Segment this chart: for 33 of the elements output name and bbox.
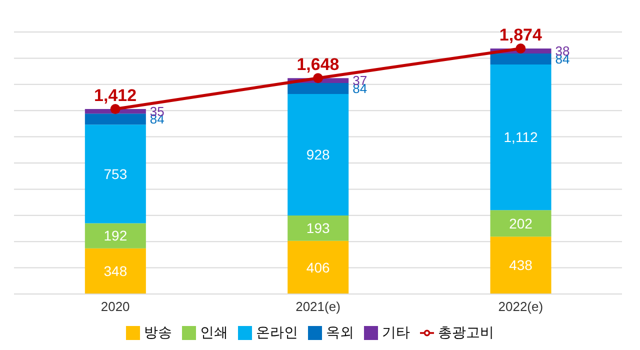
- bar: [490, 236, 552, 294]
- data-label: 1,112: [504, 129, 538, 146]
- x-tick-label: 2021(e): [296, 299, 340, 314]
- data-label: 192: [104, 228, 128, 244]
- bar: [490, 210, 552, 237]
- bar: [288, 82, 349, 94]
- data-label: 348: [104, 263, 128, 280]
- legend-label: 기타: [382, 324, 410, 340]
- x-tick-label: 2022(e): [498, 299, 544, 314]
- data-label: 438: [509, 257, 533, 274]
- legend-label: 총광고비: [438, 324, 494, 340]
- legend-label: 옥외: [326, 324, 354, 340]
- bar: [84, 124, 146, 224]
- data-label: 928: [306, 146, 330, 163]
- bar: [288, 240, 349, 294]
- bar: [84, 248, 146, 294]
- legend-label: 인쇄: [200, 324, 228, 340]
- x-tick-label: 2020: [100, 299, 130, 314]
- bar: [490, 64, 552, 210]
- bar: [288, 216, 349, 241]
- data-label: 1,874: [499, 26, 542, 45]
- legend-label: 온라인: [256, 324, 298, 340]
- bar: [84, 223, 146, 248]
- bar: [490, 53, 552, 64]
- bar: [288, 94, 349, 216]
- data-label: 753: [104, 166, 128, 182]
- data-label: 1,648: [296, 55, 340, 74]
- data-label: 193: [306, 220, 330, 236]
- legend-label: 방송: [144, 324, 172, 340]
- data-label: 202: [509, 215, 533, 232]
- data-label: 1,412: [94, 86, 137, 106]
- data-label: 406: [306, 259, 330, 276]
- bar: [84, 114, 146, 125]
